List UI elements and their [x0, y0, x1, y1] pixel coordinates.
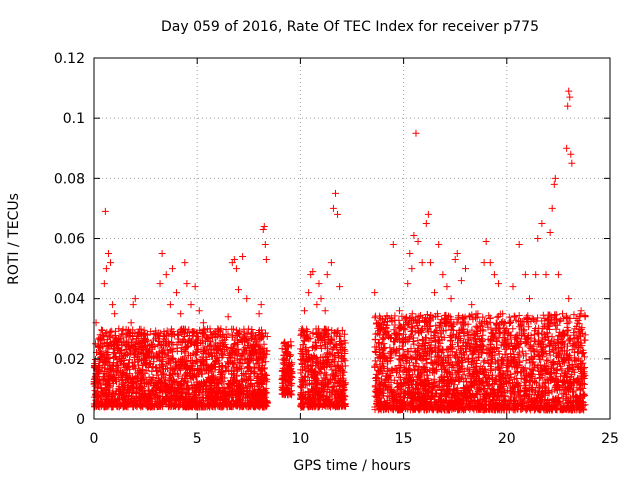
data-point — [134, 361, 142, 369]
data-point — [209, 360, 217, 368]
data-point — [164, 330, 172, 338]
data-point — [231, 339, 239, 347]
data-point — [103, 348, 111, 356]
data-point — [521, 364, 529, 372]
data-point — [189, 384, 197, 392]
data-point — [224, 330, 232, 338]
data-point — [181, 370, 189, 378]
data-point — [510, 312, 518, 320]
data-point — [255, 355, 263, 363]
data-point — [235, 359, 243, 367]
data-point — [552, 325, 560, 333]
data-point — [91, 356, 99, 364]
data-point — [95, 347, 103, 355]
data-point — [249, 388, 257, 396]
data-point — [135, 329, 143, 337]
data-point — [313, 343, 321, 351]
data-point — [202, 338, 210, 346]
data-point — [204, 342, 212, 350]
data-point — [130, 363, 138, 371]
data-point — [243, 384, 251, 392]
data-point — [184, 342, 192, 350]
data-point — [100, 374, 108, 382]
data-point — [112, 353, 120, 361]
data-point — [418, 335, 426, 343]
data-point — [515, 311, 523, 319]
data-point — [167, 367, 175, 375]
data-point — [170, 376, 178, 384]
data-point — [113, 367, 121, 375]
data-point — [238, 371, 246, 379]
chart-title: Day 059 of 2016, Rate Of TEC Index for r… — [161, 19, 539, 35]
data-point — [132, 373, 140, 381]
data-point — [395, 355, 403, 363]
data-point — [148, 367, 156, 375]
data-point — [260, 353, 268, 361]
data-point — [175, 331, 183, 339]
data-point — [238, 365, 246, 373]
data-point — [415, 312, 423, 320]
data-point — [371, 335, 379, 343]
data-point — [165, 340, 173, 348]
data-point — [173, 379, 181, 387]
data-point — [149, 374, 157, 382]
data-point — [182, 343, 190, 351]
data-point — [98, 327, 106, 335]
data-point — [225, 354, 233, 362]
data-point — [186, 337, 194, 345]
data-point — [168, 339, 176, 347]
data-point — [183, 386, 191, 394]
data-point — [222, 325, 230, 333]
data-point — [153, 393, 161, 401]
data-point — [167, 345, 175, 353]
data-point — [248, 325, 256, 333]
data-point — [97, 385, 105, 393]
data-point — [256, 332, 264, 340]
data-point — [317, 345, 325, 353]
data-point — [98, 326, 106, 334]
data-point — [143, 367, 151, 375]
data-points — [90, 87, 589, 414]
data-point — [509, 325, 517, 333]
data-point — [173, 341, 181, 349]
data-point — [208, 364, 216, 372]
data-point — [169, 328, 177, 336]
data-point — [229, 325, 237, 333]
data-point — [119, 370, 127, 378]
data-point — [143, 330, 151, 338]
